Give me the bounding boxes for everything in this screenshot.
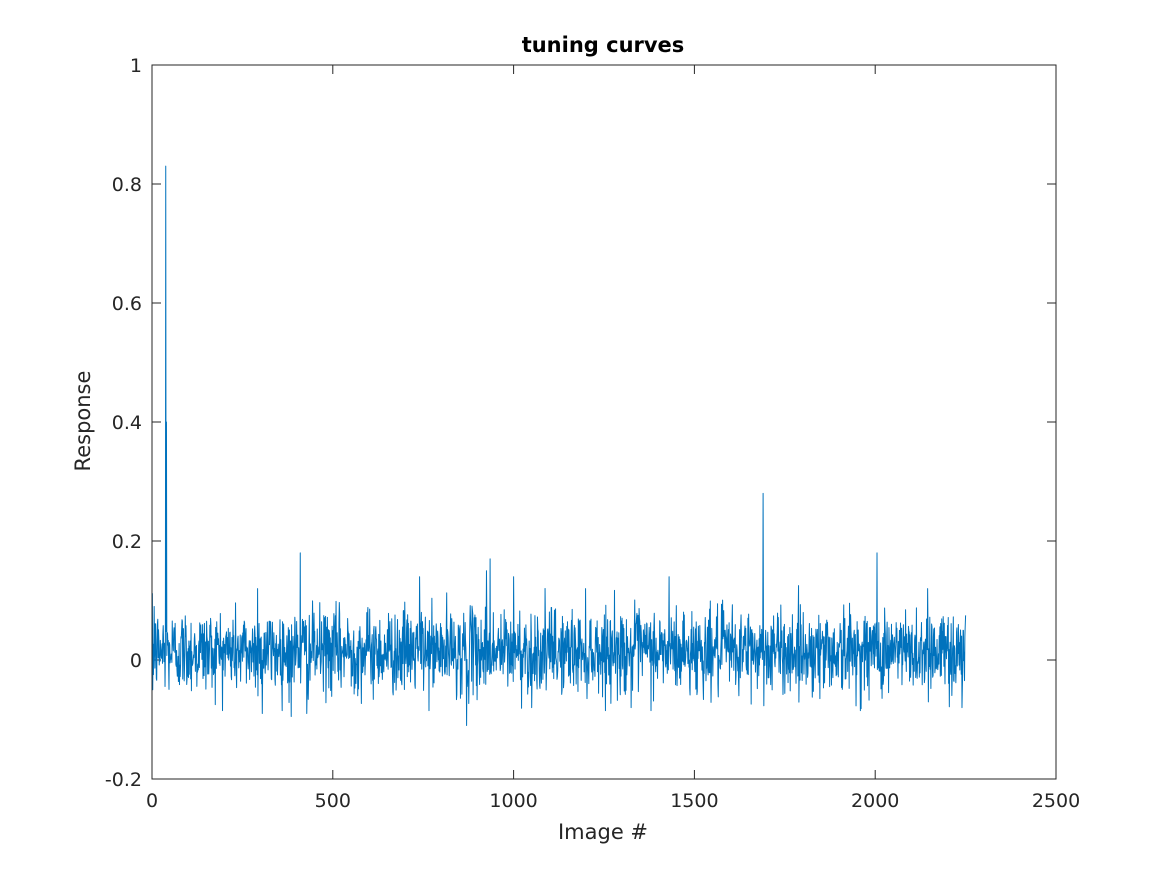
y-tick-label: 0	[130, 650, 142, 672]
response-series-line	[151, 165, 967, 726]
y-tick-label: 1	[130, 55, 142, 77]
x-tick-label: 0	[146, 790, 158, 812]
y-tick-label: 0.4	[112, 412, 142, 434]
ticks-layer: 0 500 1000 1500 2000 2500-0.200.20.40.60.81	[105, 55, 1080, 812]
x-tick-label: 500	[315, 790, 351, 812]
axes-box	[151, 64, 1057, 780]
x-tick-label: 2000	[851, 790, 899, 812]
x-tick-label: 1000	[489, 790, 537, 812]
chart-title: tuning curves	[522, 33, 685, 57]
x-tick-label: 1500	[670, 790, 718, 812]
y-tick-label: 0.2	[112, 531, 142, 553]
y-tick-label: -0.2	[105, 769, 142, 791]
y-axis-label: Response	[71, 371, 95, 472]
x-axis-label: Image #	[558, 820, 648, 844]
y-tick-label: 0.8	[112, 174, 142, 196]
x-tick-label: 2500	[1032, 790, 1080, 812]
y-tick-label: 0.6	[112, 293, 142, 315]
